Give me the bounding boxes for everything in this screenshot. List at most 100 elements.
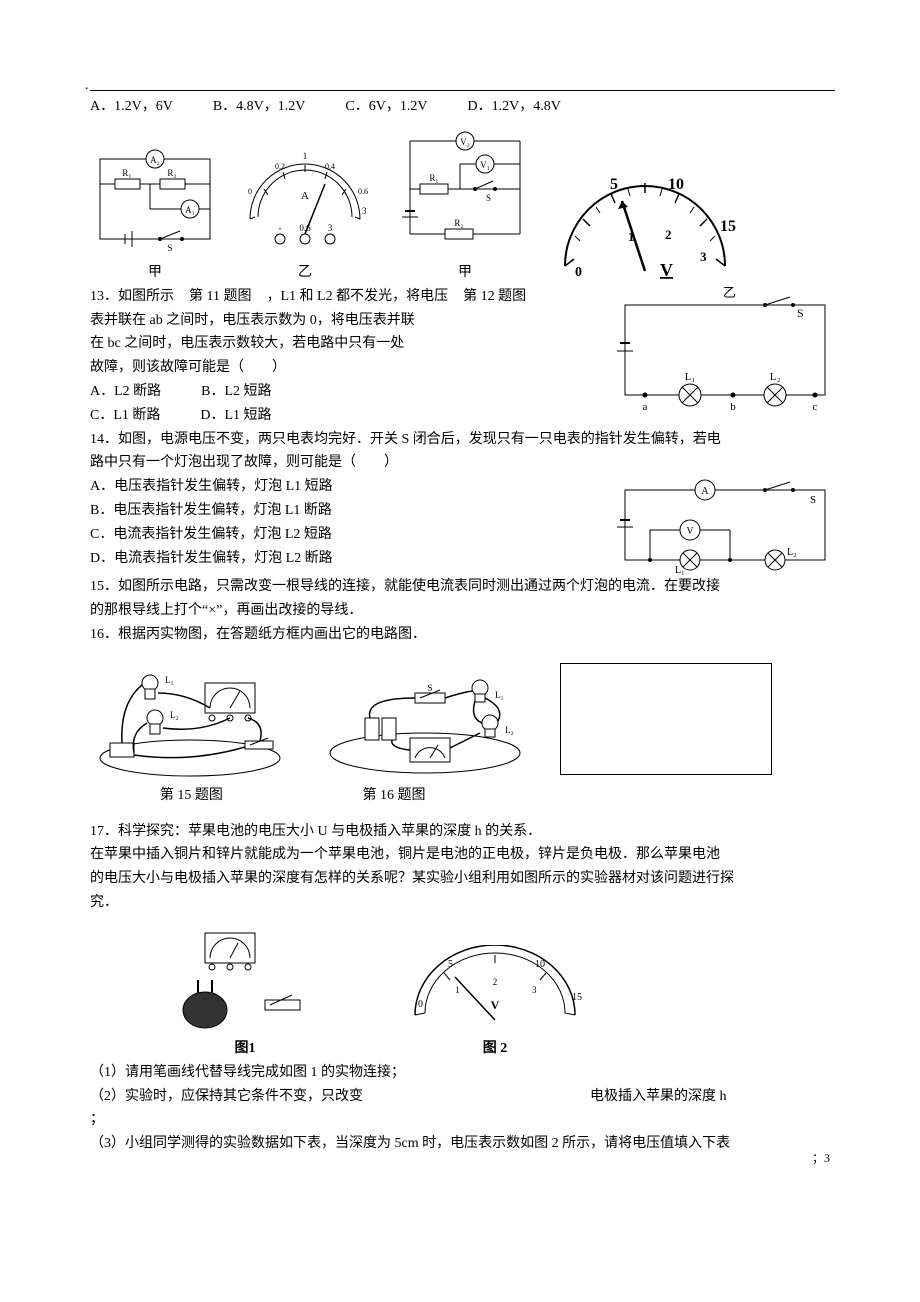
q17-l3: 究．: [90, 891, 835, 915]
svg-text:5: 5: [610, 176, 618, 193]
svg-text:0: 0: [418, 999, 423, 1010]
q15-q16-figures: L₁ L₂: [90, 663, 835, 778]
q13-line1a: 13．如图所示: [90, 289, 174, 304]
caption-15: 第 15 题图: [160, 784, 223, 804]
q12-opt-a: A．1.2V，6V: [90, 95, 173, 119]
svg-text:10: 10: [535, 959, 545, 970]
label-jia-2: 甲: [390, 261, 540, 281]
svg-text:15: 15: [720, 218, 736, 235]
q17-l2: 的电压大小与电极插入苹果的深度有怎样的关系呢？某实验小组利用如图所示的实验器材对…: [90, 867, 835, 891]
q11-q12-figures: A₂ R₁ R₂ A₁ S 甲: [90, 129, 835, 281]
circuit-a-v-icon: A S V L₁: [615, 475, 835, 575]
fig-q17-2: 5 10 15 0 1 2 3 V 图 2: [400, 945, 590, 1057]
q17-p1: （1）请用笔画线代替导线完成如图 1 的实物连接；: [90, 1061, 835, 1085]
q14-line2: 路中只有一个灯泡出现了故障，则可能是（ ）: [90, 451, 835, 475]
voltmeter-small-icon: 5 10 15 0 1 2 3 V: [400, 945, 590, 1035]
page-number: ；3: [812, 1149, 830, 1166]
svg-text:0.6: 0.6: [358, 187, 368, 196]
q17-p2b: 电极插入苹果的深度 h: [590, 1089, 727, 1104]
svg-text:S: S: [810, 494, 816, 506]
svg-text:c: c: [813, 401, 818, 413]
svg-text:S: S: [797, 306, 804, 320]
q17-p3: （3）小组同学测得的实验数据如下表，当深度为 5cm 时，电压表示数如图 2 所…: [90, 1132, 835, 1156]
label-fig1: 图1: [170, 1037, 320, 1057]
svg-text:L₁: L₁: [685, 371, 696, 383]
svg-text:L₁: L₁: [165, 675, 174, 685]
svg-text:V: V: [491, 998, 500, 1012]
fig-q14: A S V L₁: [615, 475, 835, 575]
q14-opt-b: B．电压表指针发生偏转，灯泡 L1 断路: [90, 499, 605, 523]
fig-q16: S L₁ L₂: [320, 663, 530, 778]
q13-opt-d: D．L1 短路: [200, 404, 271, 428]
q13-opt-a: A．L2 断路: [90, 380, 161, 404]
q14-opt-d: D．电流表指针发生偏转，灯泡 L2 断路: [90, 547, 605, 571]
q13-line3: 在 bc 之间时，电压表示数较大，若电路中只有一处: [90, 332, 605, 356]
caption-16: 第 16 题图: [362, 784, 425, 804]
svg-text:R₁: R₁: [122, 168, 131, 178]
svg-text:R₂: R₂: [454, 218, 463, 228]
svg-text:V: V: [686, 526, 694, 537]
svg-text:0.4: 0.4: [325, 162, 335, 171]
fig-q17-1: 图1: [170, 925, 320, 1057]
svg-text:3: 3: [532, 985, 537, 995]
svg-text:A: A: [701, 486, 709, 497]
q14-opt-a: A．电压表指针发生偏转，灯泡 L1 短路: [90, 475, 605, 499]
svg-text:S: S: [486, 193, 491, 203]
q12-opt-b: B．4.8V，1.2V: [213, 95, 306, 119]
physical-circuit-16-icon: S L₁ L₂: [320, 663, 530, 778]
svg-text:R₂: R₂: [167, 168, 176, 178]
svg-text:5: 5: [448, 959, 453, 970]
svg-text:0.2: 0.2: [275, 162, 285, 171]
top-rule: [90, 90, 835, 91]
q15-line1: 15．如图所示电路，只需改变一根导线的连接，就能使电流表同时测出通过两个灯泡的电…: [90, 575, 835, 599]
q13-line1b: ，L1 和 L2 都不发光，将电压: [266, 289, 448, 304]
svg-text:0.6: 0.6: [299, 223, 311, 233]
svg-text:S: S: [427, 683, 432, 693]
q17-p2: （2）实验时，应保持其它条件不变，只改变 电极插入苹果的深度 h: [90, 1085, 835, 1109]
svg-text:10: 10: [668, 176, 684, 193]
fig-q11-jia: A₂ R₁ R₂ A₁ S 甲: [90, 139, 220, 281]
svg-text:2: 2: [665, 227, 672, 242]
svg-text:15: 15: [572, 992, 582, 1003]
circuit-l1-l2-series-icon: 乙 S L₁ L₂: [615, 285, 835, 415]
fig-q12-jia: V₂ V₁ R₁ S: [390, 129, 540, 281]
svg-text:b: b: [730, 401, 736, 413]
svg-text:S: S: [167, 243, 172, 253]
q13-opt-c: C．L1 断路: [90, 404, 160, 428]
svg-text:V₂: V₂: [460, 137, 470, 147]
svg-text:-: -: [279, 223, 282, 233]
q17-head: 17．科学探究：苹果电池的电压大小 U 与电极插入苹果的深度 h 的关系．: [90, 820, 835, 844]
svg-text:L₁: L₁: [495, 690, 504, 700]
svg-text:L₂: L₂: [770, 371, 781, 383]
svg-text:A: A: [301, 190, 309, 202]
q13-line2: 表并联在 ab 之间时，电压表示数为 0，将电压表并联: [90, 309, 605, 333]
q16-line: 16．根据丙实物图，在答题纸方框内画出它的电路图．: [90, 623, 835, 647]
answer-box: [560, 663, 772, 775]
label-jia-1: 甲: [90, 261, 220, 281]
svg-text:3: 3: [328, 223, 333, 233]
q14-block: A．电压表指针发生偏转，灯泡 L1 短路 B．电压表指针发生偏转，灯泡 L1 断…: [90, 475, 835, 575]
q14-opt-c: C．电流表指针发生偏转，灯泡 L2 短路: [90, 523, 605, 547]
svg-text:0: 0: [248, 187, 252, 196]
q17-p2a: （2）实验时，应保持其它条件不变，只改变: [90, 1089, 363, 1104]
q12-opt-d: D．1.2V，4.8V: [467, 95, 560, 119]
fig-q15: L₁ L₂: [90, 663, 290, 778]
fig-q13: 乙 S L₁ L₂: [615, 285, 835, 428]
q12-options: A．1.2V，6V B．4.8V，1.2V C．6V，1.2V D．1.2V，4…: [90, 95, 835, 119]
svg-text:V: V: [660, 260, 673, 280]
q17-figures: 图1 5 10 15 0 1 2 3 V: [170, 925, 835, 1057]
label-yi-2: 乙: [723, 285, 736, 300]
svg-text:3: 3: [700, 249, 707, 264]
circuit-v1-v2-icon: V₂ V₁ R₁ S: [390, 129, 540, 259]
q13-line4: 故障，则该故障可能是（ ）: [90, 356, 605, 380]
svg-text:3: 3: [362, 206, 367, 216]
label-yi-1: 乙: [230, 261, 380, 281]
voltmeter-dial-icon: 5 10 15 0 1 2 3 V: [550, 171, 740, 281]
q12-opt-c: C．6V，1.2V: [345, 95, 427, 119]
svg-text:1: 1: [303, 151, 308, 161]
q17-l1: 在苹果中插入铜片和锌片就能成为一个苹果电池，铜片是电池的正电极，锌片是负电极．那…: [90, 843, 835, 867]
q13-block: 13．如图所示 第 11 题图 ，L1 和 L2 都不发光，将电压 第 12 题…: [90, 285, 835, 428]
circuit-r1-r2-icon: A₂ R₁ R₂ A₁ S: [90, 139, 220, 259]
svg-text:L₂: L₂: [787, 547, 797, 558]
apple-battery-setup-icon: [170, 925, 320, 1035]
